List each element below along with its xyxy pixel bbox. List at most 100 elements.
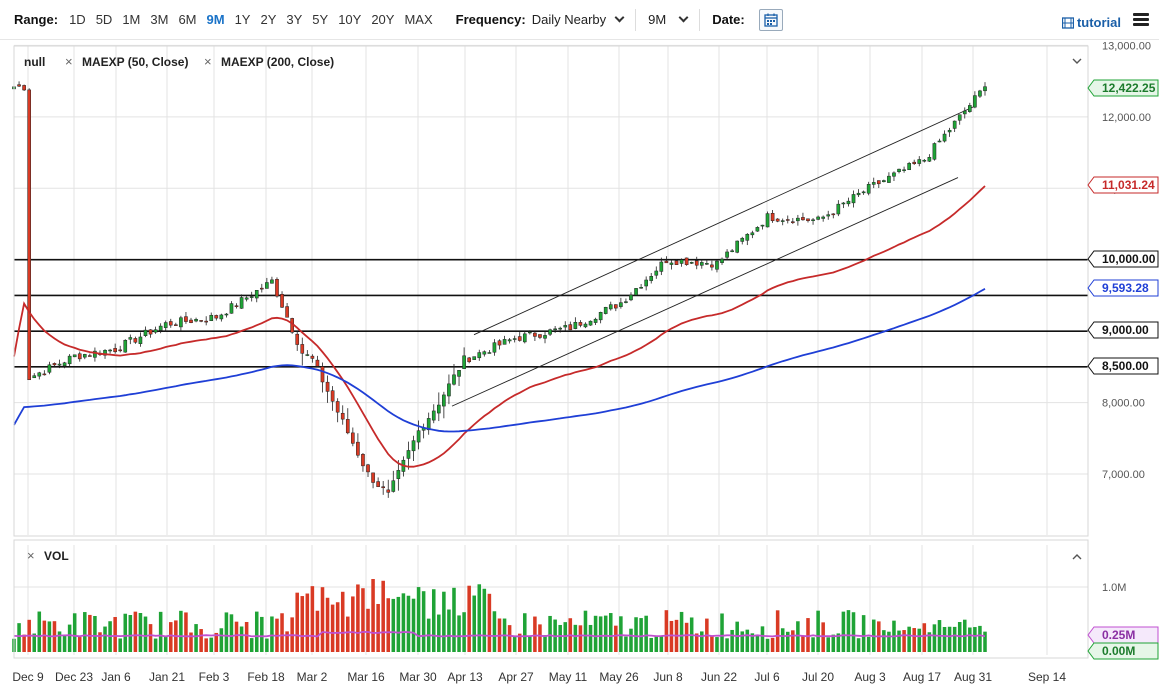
volume-bar	[785, 631, 790, 652]
candle-body	[320, 366, 325, 383]
volume-bar	[780, 628, 785, 652]
candle-body	[932, 143, 937, 160]
frequency-dropdown[interactable]: Daily Nearby	[532, 12, 625, 27]
volume-bar	[644, 615, 648, 652]
ma50-badge-bg	[1087, 176, 1159, 194]
x-axis-label: Aug 17	[903, 670, 941, 684]
candle-body	[705, 263, 709, 265]
candle-body	[937, 140, 942, 143]
candle-body	[472, 356, 477, 360]
volume-bar	[664, 610, 669, 652]
volume-bar	[755, 634, 760, 652]
candle-body	[558, 327, 563, 330]
volume-bar	[153, 638, 158, 652]
range-buttons: 1D 5D 1M 3M 6M 9M 1Y 2Y 3Y 5Y 10Y 20Y MAX	[64, 12, 438, 27]
range-6m[interactable]: 6M	[178, 12, 197, 27]
range-9m[interactable]: 9M	[206, 12, 225, 27]
volume-bar	[952, 626, 957, 652]
candle-body	[416, 430, 421, 443]
tutorial-link[interactable]: tutorial	[1061, 15, 1121, 30]
volume-average-line	[13, 630, 986, 638]
period-dropdown[interactable]: 9M	[648, 12, 689, 27]
volume-bar	[340, 591, 345, 652]
x-axis-label: Feb 18	[247, 670, 285, 684]
level-10000-badge: 10,000.00	[1102, 252, 1156, 266]
range-5d[interactable]: 5D	[95, 12, 113, 27]
volume-bar	[224, 612, 229, 652]
volume-bar	[968, 627, 972, 652]
volume-bar	[669, 620, 674, 652]
close-icon[interactable]: ×	[65, 54, 73, 69]
x-axis-label: Mar 2	[297, 670, 328, 684]
candle-body	[902, 169, 906, 171]
candle-body	[179, 317, 183, 328]
candle-body	[194, 319, 198, 322]
volume-bar	[184, 612, 188, 652]
volume-bar	[123, 613, 128, 652]
candle-body	[892, 172, 896, 177]
volume-bar	[325, 597, 330, 652]
candle-body	[927, 157, 932, 162]
range-3y[interactable]: 3Y	[286, 12, 303, 27]
volume-bar	[588, 624, 593, 652]
price-tick-label: 8,000.00	[1102, 398, 1145, 410]
candle-body	[47, 364, 52, 373]
candle-body	[750, 232, 755, 236]
candle-body	[821, 216, 825, 219]
volume-bar	[603, 615, 608, 652]
range-20y[interactable]: 20Y	[371, 12, 395, 27]
volume-bar	[907, 626, 911, 652]
period-value: 9M	[648, 12, 667, 27]
volume-bar	[133, 611, 138, 652]
range-1m[interactable]: 1M	[122, 12, 141, 27]
close-icon[interactable]: ×	[204, 54, 212, 69]
candle-body	[239, 297, 244, 309]
close-icon[interactable]: ×	[27, 548, 35, 563]
candle-body	[209, 314, 214, 322]
range-2y[interactable]: 2Y	[260, 12, 277, 27]
volume-bar	[517, 633, 522, 652]
volume-bar	[700, 631, 704, 652]
volume-bar	[720, 613, 724, 652]
film-icon	[1061, 16, 1074, 29]
range-1d[interactable]: 1D	[69, 12, 86, 27]
volume-bar	[811, 637, 815, 652]
range-3m[interactable]: 3M	[150, 12, 169, 27]
range-1y[interactable]: 1Y	[234, 12, 251, 27]
volume-bar	[315, 610, 320, 652]
volume-bar	[583, 610, 588, 652]
ma200-badge-bg	[1087, 279, 1159, 297]
volume-bar	[265, 638, 269, 652]
volume-bar	[725, 638, 729, 652]
candle-body	[593, 318, 598, 323]
candle-body	[391, 480, 396, 492]
candle-body	[871, 182, 876, 185]
candle-body	[88, 355, 92, 357]
candle-body	[725, 251, 729, 258]
volume-bar	[457, 615, 461, 652]
chevron-down-icon[interactable]	[1072, 58, 1082, 64]
candle-body	[118, 349, 123, 352]
price-chart[interactable]: 13,000.0012,000.0011,000.008,000.007,000…	[0, 40, 1159, 690]
candle-body	[442, 394, 446, 407]
candle-body	[128, 337, 133, 340]
candle-body	[861, 191, 866, 194]
legend-ma200: MAEXP (200, Close)	[221, 55, 334, 69]
divider	[635, 8, 637, 31]
range-10y[interactable]: 10Y	[338, 12, 362, 27]
calendar-icon[interactable]	[758, 8, 783, 31]
candle-body	[93, 350, 97, 358]
chevron-up-icon[interactable]	[1072, 554, 1082, 560]
candle-body	[467, 357, 471, 363]
range-5y[interactable]: 5Y	[312, 12, 329, 27]
hamburger-menu-icon[interactable]	[1133, 13, 1149, 27]
range-max[interactable]: MAX	[404, 12, 433, 27]
volume-bar	[846, 610, 851, 652]
candle-body	[305, 354, 310, 356]
ma50-badge: 11,031.24	[1102, 178, 1155, 192]
candle-body	[62, 362, 67, 367]
chevron-down-icon	[614, 12, 625, 23]
volume-bar	[649, 637, 653, 652]
candle-body	[710, 264, 714, 268]
volume-bar	[775, 610, 780, 652]
